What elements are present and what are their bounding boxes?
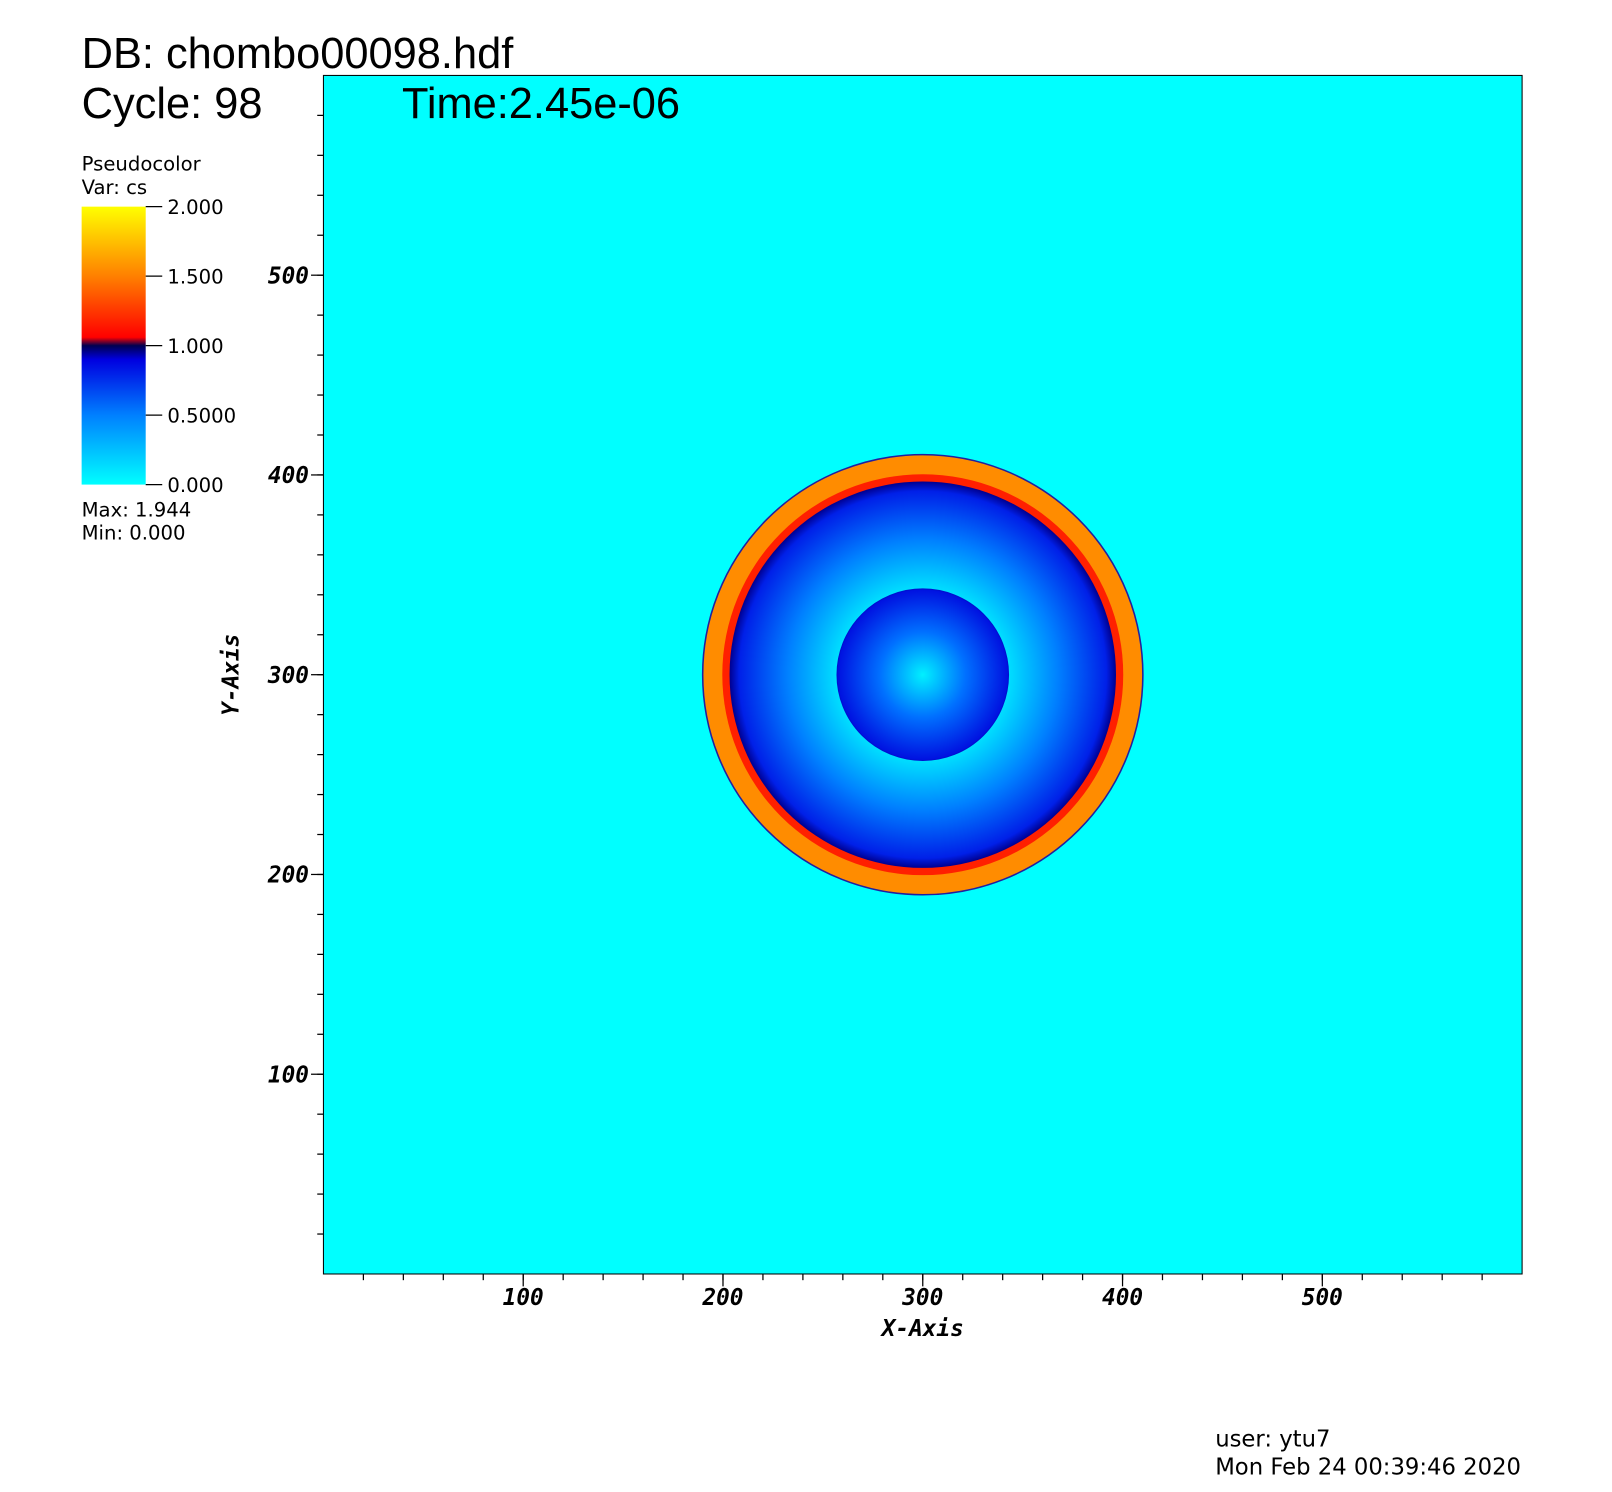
date-label: Mon Feb 24 00:39:46 2020 <box>1215 1454 1521 1480</box>
colorbar-tick-label: 1.500 <box>167 265 223 288</box>
colorbar-tick-label: 2.000 <box>167 196 223 219</box>
colorbar-tick-label: 1.000 <box>167 335 223 358</box>
x-tick-label: 300 <box>901 1285 943 1311</box>
legend-max: Max: 1.944 <box>82 499 192 522</box>
y-tick-label: 300 <box>267 663 309 689</box>
y-tick-label: 400 <box>268 463 309 489</box>
y-tick-label: 100 <box>268 1062 309 1088</box>
legend-plot: Pseudocolor <box>82 152 202 175</box>
colorbar-tick-label: 0.5000 <box>167 404 236 427</box>
y-axis-label: Y-Axis <box>219 634 245 716</box>
x-axis-label: X-Axis <box>880 1316 964 1342</box>
x-tick-label: 200 <box>701 1285 743 1311</box>
y-tick-label: 500 <box>268 263 309 289</box>
legend-var: Var: cs <box>82 176 148 199</box>
colorbar-tick-label: 0.000 <box>167 474 223 497</box>
db-title: DB: chombo00098.hdf <box>82 30 515 78</box>
user-label: user: ytu7 <box>1215 1427 1330 1453</box>
colorbar <box>81 206 146 485</box>
time-label: Time:2.45e-06 <box>402 80 680 128</box>
core-region <box>836 588 1010 761</box>
y-tick-label: 200 <box>267 863 309 889</box>
x-tick-label: 400 <box>1102 1285 1143 1311</box>
x-tick-label: 100 <box>503 1285 544 1311</box>
legend-min: Min: 0.000 <box>82 521 186 544</box>
x-tick-label: 500 <box>1302 1285 1343 1311</box>
cycle-label: Cycle: 98 <box>82 80 263 128</box>
